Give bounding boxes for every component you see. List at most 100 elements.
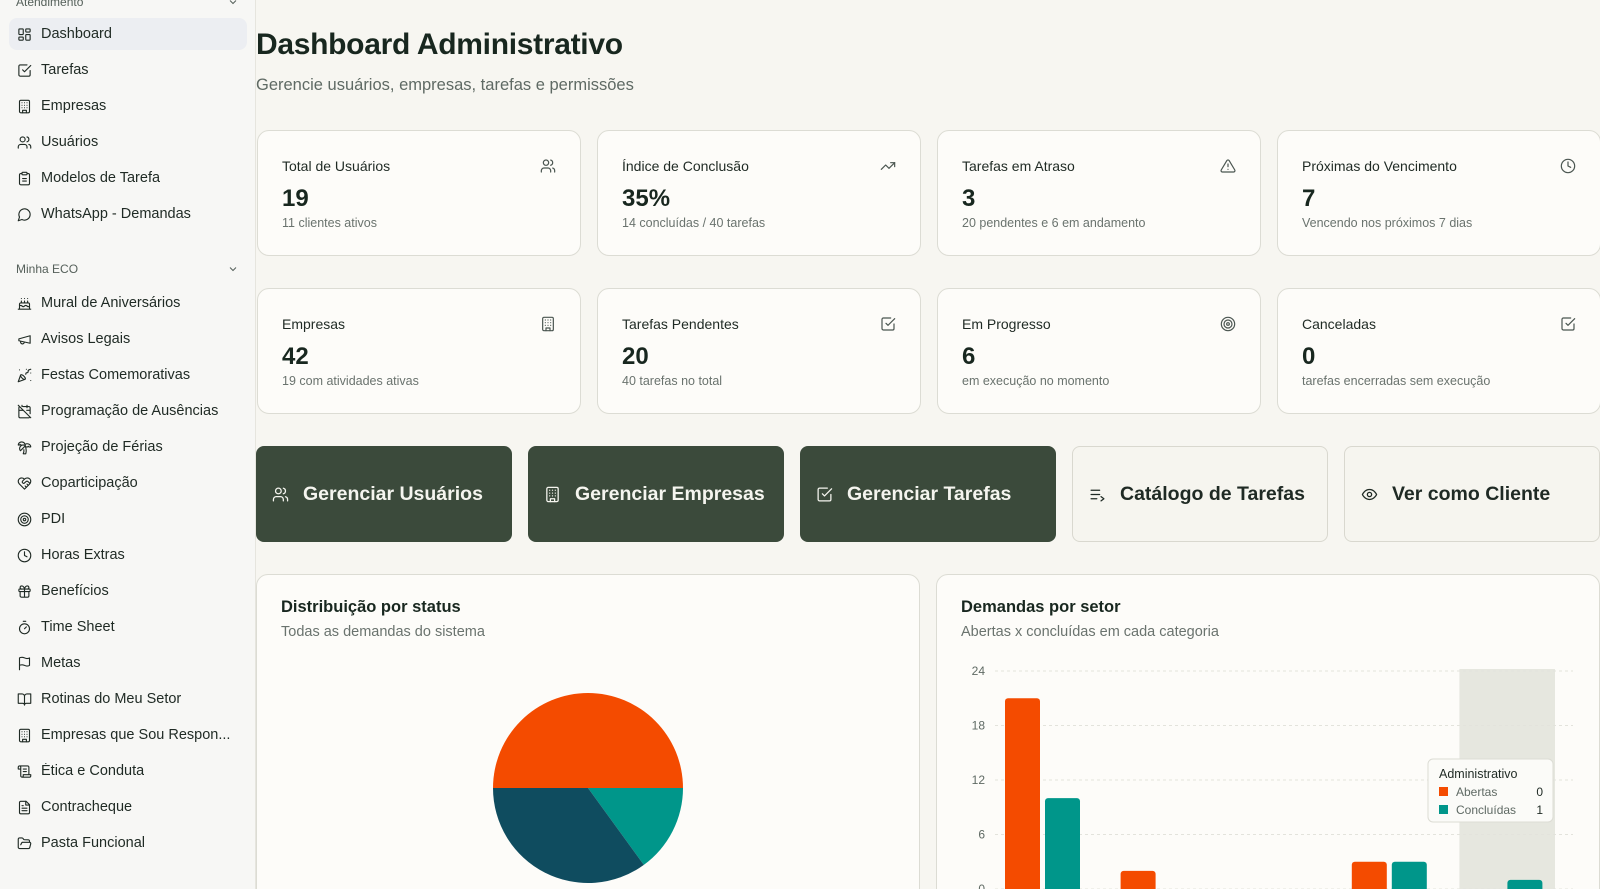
chevron-down-icon — [229, 0, 237, 5]
sidebar-item-label: Time Sheet — [41, 619, 115, 635]
stat-card: Canceladas 0 tarefas encerradas sem execuç… — [1277, 288, 1600, 414]
sidebar-item-label: WhatsApp - Demandas — [41, 206, 191, 222]
sidebar-item-label: Ética e Conduta — [41, 763, 145, 779]
action-icon — [1089, 486, 1106, 503]
tooltip-swatch — [1439, 787, 1448, 796]
bar-abertas[interactable] — [1005, 698, 1040, 889]
sidebar-item-horas-extras[interactable]: Horas Extras — [9, 539, 247, 571]
bar-concluídas[interactable] — [1507, 879, 1543, 889]
users-icon — [272, 486, 289, 502]
tooltip-box — [1427, 758, 1554, 823]
sidebar-item-label: Empresas — [41, 98, 107, 114]
cat-logo-de-tarefas-button[interactable]: Catálogo de Tarefas — [1072, 446, 1328, 542]
cake-icon — [17, 297, 32, 310]
calendar-off-icon — [17, 404, 32, 418]
sidebar-item-coparticipa-o[interactable]: Coparticipação — [9, 467, 247, 499]
pie-slice[interactable] — [493, 693, 683, 788]
folder-icon — [17, 836, 32, 849]
pie-slice[interactable] — [588, 788, 683, 865]
sidebar-item--tica-e-conduta[interactable]: Ética e Conduta — [9, 755, 247, 787]
eye-icon — [1361, 488, 1378, 500]
palm-tree-icon — [17, 440, 32, 454]
sidebar-item-festas-comemorativas[interactable]: Festas Comemorativas — [9, 359, 247, 391]
sidebar-item-label: Projeção de Férias — [41, 439, 163, 455]
panel-title: Distribuição por status — [281, 598, 461, 616]
sidebar-item-label: Usuários — [41, 134, 99, 150]
sidebar-group-atendimento[interactable]: Atendimento — [16, 0, 239, 9]
building-icon — [18, 99, 31, 113]
sidebar-item-label: Empresas que Sou Respon... — [41, 727, 231, 743]
ver-como-cliente-button[interactable]: Ver como Cliente — [1344, 446, 1600, 542]
stat-card: Total de Usuários 19 11 clientes ativos — [257, 130, 581, 256]
stat-note: 20 pendentes e 6 em andamento — [962, 216, 1146, 230]
tooltip-series-name: Abertas — [1456, 785, 1497, 799]
action-label: Ver como Cliente — [1392, 482, 1551, 505]
tooltip-title: Administrativo — [1439, 767, 1518, 781]
clipboard-icon — [18, 171, 31, 185]
sidebar-item-proje-o-de-f-rias[interactable]: Projeção de Férias — [9, 431, 247, 463]
sidebar-item-empresas-que-sou-respon[interactable]: Empresas que Sou Respon... — [9, 719, 247, 751]
pie-slice[interactable] — [493, 788, 644, 883]
stat-value: 7 — [1302, 185, 1316, 212]
gerenciar-empresas-button[interactable]: Gerenciar Empresas — [528, 446, 784, 542]
party-icon-wrap — [17, 368, 32, 383]
target-icon — [1220, 316, 1236, 332]
sidebar-item-mural-de-anivers-rios[interactable]: Mural de Aniversários — [9, 287, 247, 319]
stat-value: 20 — [622, 343, 649, 370]
tooltip-series-value: 1 — [1536, 803, 1543, 817]
sidebar-item-avisos-legais[interactable]: Avisos Legais — [9, 323, 247, 355]
cake-icon-wrap — [17, 296, 32, 311]
sidebar-item-pdi[interactable]: PDI — [9, 503, 247, 535]
stat-card: Em Progresso 6 em execução no momento — [937, 288, 1261, 414]
flag-icon — [18, 656, 31, 670]
sidebar-item-programa-o-de-aus-ncias[interactable]: Programação de Ausências — [9, 395, 247, 427]
target-icon-wrap — [17, 512, 32, 527]
sidebar-item-whatsapp-demandas[interactable]: WhatsApp - Demandas — [9, 198, 247, 230]
check-square-icon — [18, 63, 32, 77]
stat-title: Canceladas — [1302, 316, 1376, 332]
gerenciar-usu-rios-button[interactable]: Gerenciar Usuários — [256, 446, 512, 542]
bar-concluídas[interactable] — [1045, 798, 1080, 889]
stat-card: Tarefas Pendentes 20 40 tarefas no total — [597, 288, 921, 414]
alert-triangle-icon — [1220, 159, 1236, 173]
dashboard-icon-wrap — [17, 27, 32, 42]
bar-abertas[interactable] — [1351, 861, 1387, 889]
sidebar-item-label: Benefícios — [41, 583, 109, 599]
stat-icon — [540, 158, 556, 174]
sidebar-group-minha-eco[interactable]: Minha ECO — [16, 262, 239, 276]
sidebar-item-label: Pasta Funcional — [41, 835, 145, 851]
sidebar-item-pasta-funcional[interactable]: Pasta Funcional — [9, 827, 247, 859]
folder-icon-wrap — [17, 836, 32, 851]
action-label: Gerenciar Tarefas — [847, 482, 1012, 505]
sidebar-item-rotinas-do-meu-setor[interactable]: Rotinas do Meu Setor — [9, 683, 247, 715]
sidebar-item-label: Programação de Ausências — [41, 403, 219, 419]
sidebar-item-tarefas[interactable]: Tarefas — [9, 54, 247, 86]
sidebar-item-benef-cios[interactable]: Benefícios — [9, 575, 247, 607]
stat-title: Em Progresso — [962, 316, 1051, 332]
users-icon — [540, 159, 556, 173]
sidebar-item-metas[interactable]: Metas — [9, 647, 247, 679]
heart-handshake-icon — [17, 476, 32, 490]
gerenciar-tarefas-button[interactable]: Gerenciar Tarefas — [800, 446, 1056, 542]
stat-icon — [1220, 316, 1236, 332]
sidebar-item-dashboard[interactable]: Dashboard — [9, 18, 247, 50]
bar-concluídas[interactable] — [1391, 861, 1427, 889]
receipt-icon — [18, 800, 31, 814]
sidebar-item-empresas[interactable]: Empresas — [9, 90, 247, 122]
sidebar-item-usu-rios[interactable]: Usuários — [9, 126, 247, 158]
sidebar-item-contracheque[interactable]: Contracheque — [9, 791, 247, 823]
stat-value: 3 — [962, 185, 976, 212]
megaphone-icon — [18, 334, 31, 344]
action-label: Gerenciar Usuários — [303, 482, 483, 505]
clock-icon-wrap — [17, 548, 32, 563]
dashboard-icon — [18, 27, 31, 41]
y-tick-label: 0 — [978, 882, 985, 889]
stat-card: Índice de Conclusão 35% 14 concluídas / 40… — [597, 130, 921, 256]
sidebar-item-time-sheet[interactable]: Time Sheet — [9, 611, 247, 643]
sidebar-item-modelos-de-tarefa[interactable]: Modelos de Tarefa — [9, 162, 247, 194]
sidebar-item-label: Horas Extras — [41, 547, 125, 563]
flag-icon-wrap — [17, 656, 32, 671]
bar-abertas[interactable] — [1120, 870, 1156, 889]
building-icon — [18, 728, 31, 742]
stat-title: Índice de Conclusão — [622, 158, 749, 174]
